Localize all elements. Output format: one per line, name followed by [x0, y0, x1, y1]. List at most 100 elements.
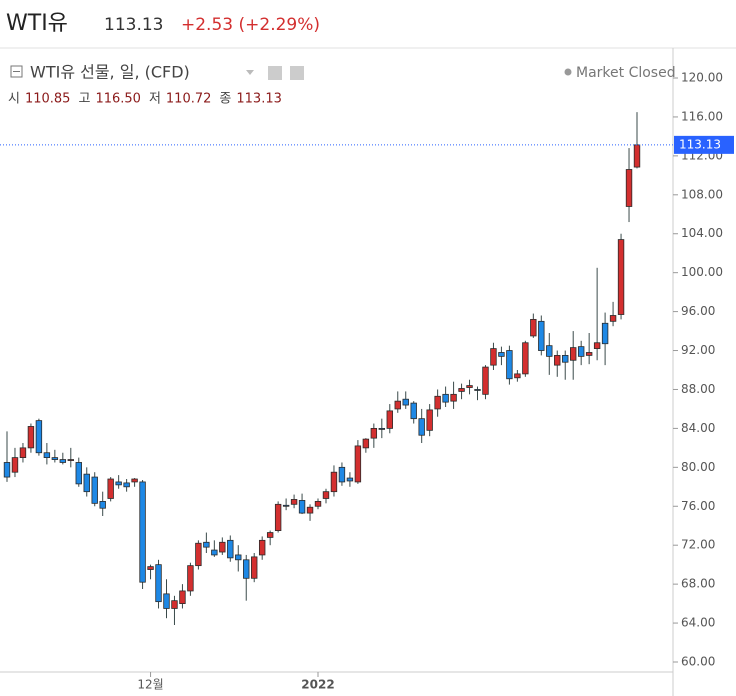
candle-body: [314, 500, 322, 507]
candle-body: [290, 499, 298, 505]
candle-body: [625, 169, 633, 207]
y-tick-label: 120.00: [681, 71, 723, 85]
candle-body: [633, 144, 641, 168]
ohlc-row: 시 110.85 고 116.50 저 110.72 종 113.13: [8, 92, 282, 107]
candle-body: [322, 491, 330, 499]
ohlc-label: 저: [149, 92, 161, 107]
candle-body: [155, 564, 162, 603]
candle-body: [530, 318, 537, 337]
candle-body: [203, 541, 210, 548]
ohlc-value: 110.85: [25, 92, 71, 107]
candle-body: [258, 539, 266, 556]
candle-body: [410, 402, 417, 420]
candle-body: [442, 393, 449, 403]
candle-body: [3, 462, 11, 478]
candle-body: [67, 459, 74, 461]
candle-body: [266, 532, 274, 538]
candle-body: [378, 427, 386, 430]
candle-body: [617, 239, 625, 315]
candle-body: [99, 500, 106, 509]
candle-body: [131, 478, 138, 483]
x-tick-label: 2022: [301, 678, 334, 692]
candle-body: [514, 373, 521, 379]
candle-body: [27, 426, 35, 449]
candle-body: [211, 549, 218, 556]
eye-icon[interactable]: [268, 66, 282, 80]
y-tick-label: 92.00: [681, 343, 715, 357]
candle-body: [147, 566, 154, 570]
candle-body: [227, 539, 234, 559]
candle-body: [474, 389, 481, 391]
candle-body: [585, 352, 593, 356]
candle-body: [570, 347, 577, 361]
ohlc-value: 116.50: [95, 92, 141, 107]
candle-body: [35, 420, 43, 454]
candle-body: [43, 452, 51, 459]
y-tick-label: 100.00: [681, 265, 723, 279]
header-title: WTI유: [6, 11, 68, 36]
dropdown-icon[interactable]: [246, 70, 254, 75]
header-change: +2.53 (+2.29%): [181, 15, 320, 35]
ohlc-label: 고: [78, 92, 90, 107]
candle-body: [554, 354, 561, 366]
candle-body: [59, 459, 67, 463]
legend-name: WTI유 선물, 일, (CFD): [30, 63, 190, 82]
collapse-icon[interactable]: [10, 65, 23, 78]
candle-body: [434, 395, 441, 410]
y-tick-label: 68.00: [681, 577, 715, 591]
candle-body: [593, 342, 601, 349]
candle-body: [251, 556, 258, 579]
candle-body: [243, 559, 250, 579]
candle-body: [482, 366, 489, 395]
settings-icon[interactable]: [290, 66, 304, 80]
y-tick-label: 116.00: [681, 109, 723, 123]
candle-body: [601, 322, 609, 345]
candle-body: [426, 409, 433, 431]
candle-body: [179, 590, 186, 604]
y-tick-label: 72.00: [681, 538, 715, 552]
header-price: 113.13: [104, 15, 163, 35]
ohlc-value: 110.72: [166, 92, 212, 107]
plot: [3, 112, 641, 626]
candle-body: [346, 477, 354, 482]
y-tick-label: 76.00: [681, 499, 715, 513]
candle-body: [402, 398, 409, 406]
y-tick-label: 84.00: [681, 421, 715, 435]
candle-body: [506, 350, 513, 380]
ohlc-label: 시: [8, 92, 20, 107]
candle-body: [538, 320, 545, 351]
candle-body: [83, 473, 90, 493]
candle-body: [354, 445, 362, 483]
candle-body: [19, 447, 27, 459]
candle-body: [418, 418, 425, 436]
x-tick-label: 12월: [137, 678, 163, 692]
candle-body: [609, 315, 617, 322]
candle-body: [123, 482, 130, 488]
candle-body: [187, 565, 194, 592]
candle-body: [139, 481, 146, 583]
candle-body: [51, 457, 59, 460]
candle-body: [115, 481, 122, 486]
candle-body: [498, 352, 505, 357]
y-tick-label: 108.00: [681, 187, 723, 201]
candle-body: [235, 554, 242, 561]
candle-body: [466, 385, 473, 388]
candle-body: [386, 410, 393, 429]
candle-body: [306, 506, 314, 514]
candle-body: [394, 400, 401, 410]
candle-body: [91, 476, 98, 504]
candle-body: [458, 388, 465, 392]
candle-body: [195, 542, 202, 567]
y-tick-label: 104.00: [681, 226, 723, 240]
candle-body: [450, 393, 457, 402]
candle-body: [171, 600, 178, 609]
candle-body: [107, 478, 114, 499]
candle-body: [75, 462, 82, 485]
y-tick-label: 80.00: [681, 460, 715, 474]
candle-body: [11, 457, 19, 473]
candle-body: [219, 541, 226, 553]
candle-body: [490, 348, 497, 366]
candle-body: [362, 438, 370, 449]
